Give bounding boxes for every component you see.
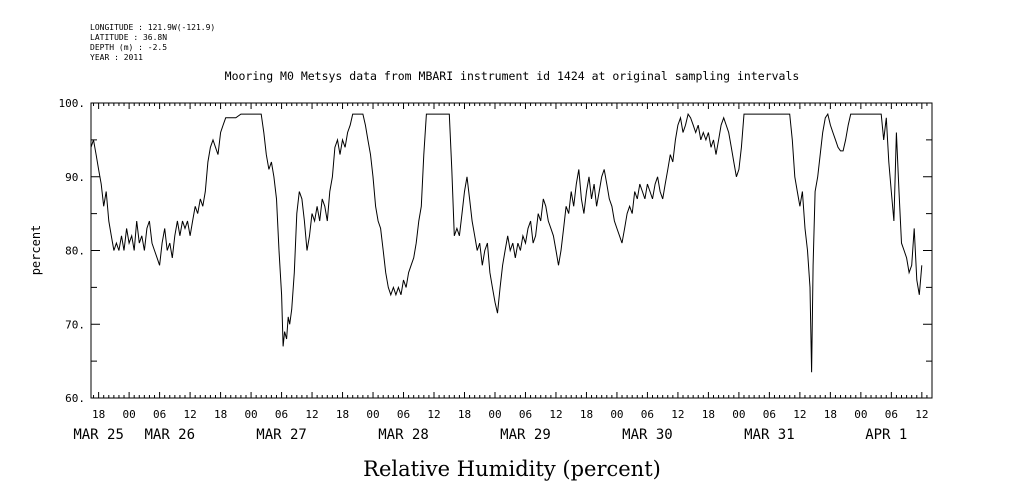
x-hour-label: 18 <box>214 408 227 421</box>
y-tick-label: 100. <box>59 97 86 110</box>
y-tick-label: 70. <box>65 318 85 331</box>
x-date-label: MAR 26 <box>144 427 195 443</box>
y-tick-label: 90. <box>65 171 85 184</box>
x-hour-label: 18 <box>702 408 715 421</box>
humidity-series-line <box>90 112 923 373</box>
x-hour-label: 06 <box>641 408 654 421</box>
meta-depth: DEPTH (m) : -2.5 <box>90 43 167 52</box>
x-hour-label: 18 <box>336 408 349 421</box>
x-hour-label: 12 <box>915 408 928 421</box>
metadata-block: LONGITUDE : 121.9W(-121.9) LATITUDE : 36… <box>90 23 215 62</box>
x-hour-label: 18 <box>458 408 471 421</box>
x-hour-label: 06 <box>153 408 166 421</box>
x-hour-label: 12 <box>183 408 196 421</box>
y-axis: 60. 70. 80. 90. 100. <box>59 97 932 405</box>
y-tick-label: 80. <box>65 245 85 258</box>
x-hour-label: 12 <box>549 408 562 421</box>
x-hour-label: 00 <box>610 408 623 421</box>
x-hour-label: 00 <box>854 408 867 421</box>
y-axis-label: percent <box>29 225 43 276</box>
x-axis-title: Relative Humidity (percent) <box>363 457 661 481</box>
x-hour-label: 06 <box>763 408 776 421</box>
series-layer <box>90 112 923 373</box>
x-hour-label: 18 <box>92 408 105 421</box>
x-hour-label: 00 <box>366 408 379 421</box>
x-hour-label: 06 <box>275 408 288 421</box>
x-hour-label: 18 <box>824 408 837 421</box>
x-hour-label: 18 <box>580 408 593 421</box>
x-hour-label: 12 <box>427 408 440 421</box>
plot-frame <box>90 102 933 399</box>
chart-title: Mooring M0 Metsys data from MBARI instru… <box>225 69 800 83</box>
x-date-label: MAR 28 <box>378 427 429 443</box>
x-hour-label: 12 <box>793 408 806 421</box>
x-date-label: APR 1 <box>865 427 907 443</box>
x-hour-label: 06 <box>519 408 532 421</box>
x-hour-label: 00 <box>732 408 745 421</box>
x-date-label: MAR 31 <box>744 427 795 443</box>
meta-latitude: LATITUDE : 36.8N <box>90 33 167 42</box>
meta-year: YEAR : 2011 <box>90 53 143 62</box>
x-date-label: MAR 30 <box>622 427 673 443</box>
x-date-label: MAR 29 <box>500 427 551 443</box>
x-hour-label: 06 <box>397 408 410 421</box>
x-date-label: MAR 27 <box>256 427 307 443</box>
x-date-label: MAR 25 <box>73 427 124 443</box>
meta-longitude: LONGITUDE : 121.9W(-121.9) <box>90 23 215 32</box>
y-tick-label: 60. <box>65 392 85 405</box>
minor-ticks <box>93 103 933 398</box>
x-hour-label: 12 <box>305 408 318 421</box>
x-hour-label: 00 <box>122 408 135 421</box>
x-hour-label: 00 <box>488 408 501 421</box>
x-hour-label: 12 <box>671 408 684 421</box>
x-hour-label: 06 <box>885 408 898 421</box>
x-axis: 18 00 06 12 18 00 06 12 18 00 06 12 18 00 06 12 18 00 06 12… <box>73 408 928 443</box>
x-hour-label: 00 <box>244 408 257 421</box>
